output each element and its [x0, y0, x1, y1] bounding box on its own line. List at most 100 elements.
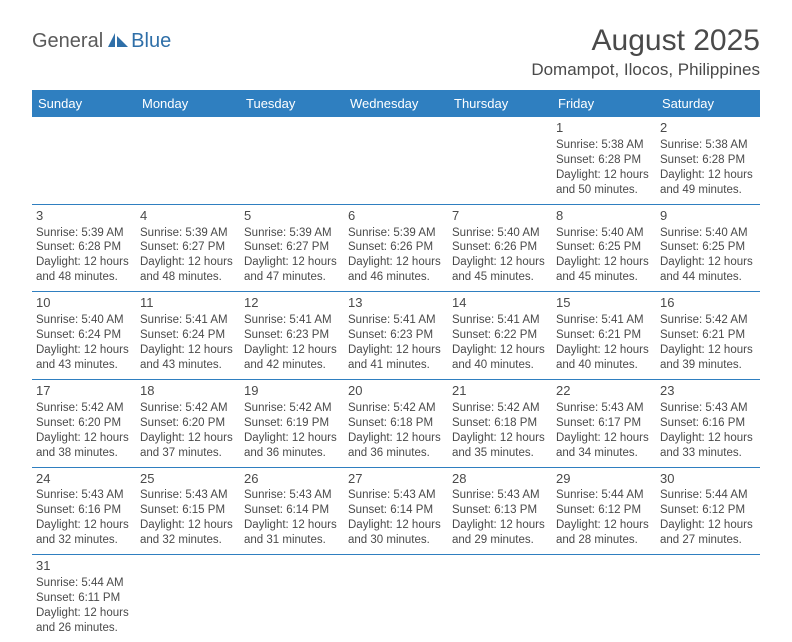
day-number: 2 [660, 120, 756, 137]
sunrise-text: Sunrise: 5:39 AM [348, 226, 444, 241]
day-header: Wednesday [344, 90, 448, 117]
daylight-text: and 26 minutes. [36, 621, 132, 636]
sunset-text: Sunset: 6:12 PM [556, 503, 652, 518]
calendar-week-row: 1 Sunrise: 5:38 AMSunset: 6:28 PM Daylight… [32, 117, 760, 204]
calendar-cell: 16Sunrise: 5:42 AMSunset: 6:21 PMDayligh… [656, 292, 760, 380]
sunset-text: Sunset: 6:28 PM [36, 240, 132, 255]
day-number: 25 [140, 471, 236, 488]
daylight-text: Daylight: 12 hours [556, 255, 652, 270]
sunset-text: Sunset: 6:22 PM [452, 328, 548, 343]
daylight-text: and 28 minutes. [556, 533, 652, 548]
daylight-text: Daylight: 12 hours [36, 343, 132, 358]
month-title: August 2025 [531, 24, 760, 58]
daylight-text: and 43 minutes. [140, 358, 236, 373]
calendar-week-row: 3Sunrise: 5:39 AMSunset: 6:28 PMDaylight… [32, 204, 760, 292]
calendar-cell [136, 117, 240, 204]
calendar-cell: 30Sunrise: 5:44 AMSunset: 6:12 PMDayligh… [656, 467, 760, 555]
calendar-cell: 8Sunrise: 5:40 AMSunset: 6:25 PMDaylight… [552, 204, 656, 292]
calendar-cell: 1Sunrise: 5:38 AMSunset: 6:28 PMDaylight… [552, 117, 656, 204]
daylight-text: and 45 minutes. [452, 270, 548, 285]
sunrise-text: Sunrise: 5:43 AM [348, 488, 444, 503]
sunset-text: Sunset: 6:14 PM [348, 503, 444, 518]
daylight-text: and 32 minutes. [140, 533, 236, 548]
sunset-text: Sunset: 6:12 PM [660, 503, 756, 518]
daylight-text: Daylight: 12 hours [36, 255, 132, 270]
sunrise-text: Sunrise: 5:39 AM [36, 226, 132, 241]
day-number: 30 [660, 471, 756, 488]
daylight-text: Daylight: 12 hours [348, 343, 444, 358]
sunset-text: Sunset: 6:21 PM [556, 328, 652, 343]
day-number: 11 [140, 295, 236, 312]
sunrise-text: Sunrise: 5:38 AM [660, 138, 756, 153]
sunset-text: Sunset: 6:25 PM [556, 240, 652, 255]
day-number: 29 [556, 471, 652, 488]
daylight-text: and 36 minutes. [244, 446, 340, 461]
logo-text-blue: Blue [131, 30, 171, 53]
calendar-cell: 26Sunrise: 5:43 AMSunset: 6:14 PMDayligh… [240, 467, 344, 555]
day-number: 22 [556, 383, 652, 400]
header: General Blue August 2025 Domampot, Iloco… [32, 24, 760, 80]
calendar-cell [240, 555, 344, 642]
sunrise-text: Sunrise: 5:42 AM [660, 313, 756, 328]
calendar-cell [344, 117, 448, 204]
daylight-text: Daylight: 12 hours [36, 606, 132, 621]
sunrise-text: Sunrise: 5:43 AM [660, 401, 756, 416]
daylight-text: Daylight: 12 hours [556, 343, 652, 358]
sunrise-text: Sunrise: 5:42 AM [452, 401, 548, 416]
calendar-week-row: 24Sunrise: 5:43 AMSunset: 6:16 PMDayligh… [32, 467, 760, 555]
daylight-text: Daylight: 12 hours [660, 255, 756, 270]
day-header: Tuesday [240, 90, 344, 117]
sunset-text: Sunset: 6:27 PM [244, 240, 340, 255]
calendar-cell [344, 555, 448, 642]
daylight-text: Daylight: 12 hours [140, 518, 236, 533]
daylight-text: Daylight: 12 hours [36, 518, 132, 533]
daylight-text: and 42 minutes. [244, 358, 340, 373]
calendar-cell: 29Sunrise: 5:44 AMSunset: 6:12 PMDayligh… [552, 467, 656, 555]
day-number: 13 [348, 295, 444, 312]
sunrise-text: Sunrise: 5:43 AM [36, 488, 132, 503]
daylight-text: and 43 minutes. [36, 358, 132, 373]
daylight-text: and 39 minutes. [660, 358, 756, 373]
calendar-cell: 27Sunrise: 5:43 AMSunset: 6:14 PMDayligh… [344, 467, 448, 555]
sunset-text: Sunset: 6:21 PM [660, 328, 756, 343]
daylight-text: Daylight: 12 hours [36, 431, 132, 446]
day-number: 14 [452, 295, 548, 312]
daylight-text: and 41 minutes. [348, 358, 444, 373]
day-number: 1 [556, 120, 652, 137]
daylight-text: and 47 minutes. [244, 270, 340, 285]
calendar-table: Sunday Monday Tuesday Wednesday Thursday… [32, 90, 760, 642]
daylight-text: and 49 minutes. [660, 183, 756, 198]
calendar-cell: 18Sunrise: 5:42 AMSunset: 6:20 PMDayligh… [136, 379, 240, 467]
daylight-text: and 36 minutes. [348, 446, 444, 461]
daylight-text: and 30 minutes. [348, 533, 444, 548]
sunrise-text: Sunrise: 5:43 AM [452, 488, 548, 503]
day-number: 3 [36, 208, 132, 225]
day-number: 7 [452, 208, 548, 225]
day-number: 24 [36, 471, 132, 488]
sunrise-text: Sunrise: 5:42 AM [140, 401, 236, 416]
daylight-text: Daylight: 12 hours [556, 168, 652, 183]
daylight-text: Daylight: 12 hours [452, 431, 548, 446]
sunrise-text: Sunrise: 5:42 AM [348, 401, 444, 416]
sunrise-text: Sunrise: 5:40 AM [660, 226, 756, 241]
calendar-cell: 9Sunrise: 5:40 AMSunset: 6:25 PMDaylight… [656, 204, 760, 292]
sunrise-text: Sunrise: 5:44 AM [36, 576, 132, 591]
location: Domampot, Ilocos, Philippines [531, 60, 760, 80]
day-number: 17 [36, 383, 132, 400]
daylight-text: Daylight: 12 hours [452, 343, 548, 358]
daylight-text: Daylight: 12 hours [452, 255, 548, 270]
calendar-cell: 2Sunrise: 5:38 AMSunset: 6:28 PMDaylight… [656, 117, 760, 204]
day-number: 5 [244, 208, 340, 225]
sunset-text: Sunset: 6:25 PM [660, 240, 756, 255]
daylight-text: and 40 minutes. [556, 358, 652, 373]
sunset-text: Sunset: 6:23 PM [348, 328, 444, 343]
day-header: Sunday [32, 90, 136, 117]
calendar-cell: 31Sunrise: 5:44 AMSunset: 6:11 PMDayligh… [32, 555, 136, 642]
sunrise-text: Sunrise: 5:41 AM [140, 313, 236, 328]
daylight-text: Daylight: 12 hours [244, 255, 340, 270]
calendar-cell [552, 555, 656, 642]
sunset-text: Sunset: 6:28 PM [660, 153, 756, 168]
daylight-text: and 32 minutes. [36, 533, 132, 548]
sunrise-text: Sunrise: 5:40 AM [36, 313, 132, 328]
title-block: August 2025 Domampot, Ilocos, Philippine… [531, 24, 760, 80]
